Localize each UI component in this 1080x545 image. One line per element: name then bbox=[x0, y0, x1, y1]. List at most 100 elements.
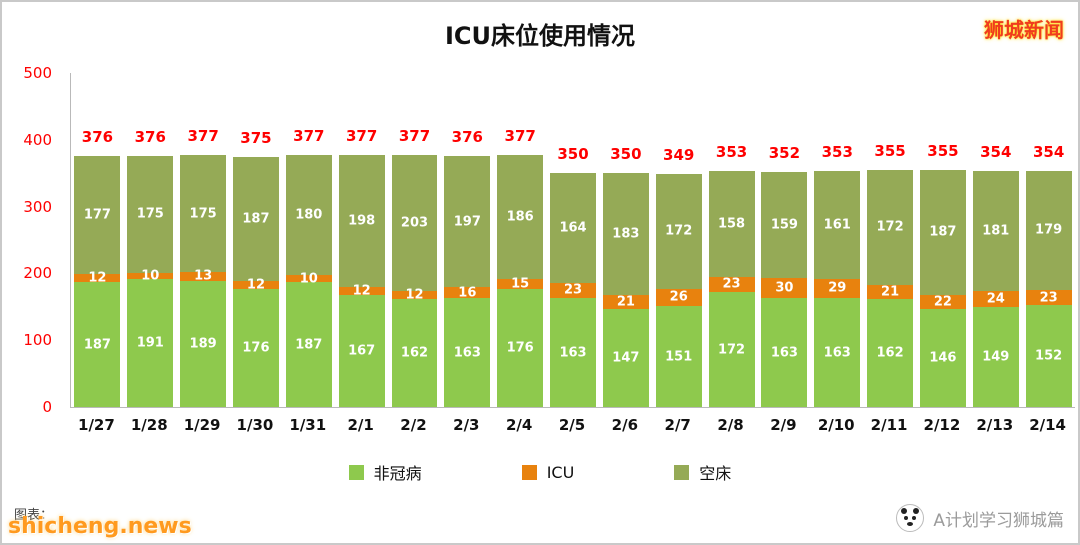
bar-column: 377 203 12 162 bbox=[388, 73, 441, 407]
segment-icu: 30 bbox=[761, 278, 808, 299]
x-axis-label: 2/9 bbox=[770, 416, 797, 434]
y-tick-label: 500 bbox=[23, 64, 52, 82]
total-label: 350 bbox=[557, 145, 589, 164]
segment-value: 21 bbox=[881, 284, 900, 300]
segment-empty-bed: 161 bbox=[814, 171, 861, 279]
segment-empty-bed: 158 bbox=[708, 171, 755, 277]
segment-empty-bed: 164 bbox=[550, 173, 596, 283]
segment-value: 146 bbox=[929, 350, 957, 366]
segment-value: 177 bbox=[83, 207, 111, 223]
segment-non-covid: 176 bbox=[232, 289, 279, 407]
total-label: 354 bbox=[1032, 142, 1065, 161]
total-label: 375 bbox=[240, 128, 272, 147]
bar-column: 377 198 12 167 bbox=[335, 73, 388, 407]
plot-area: 376 177 12 187 376 175 10 191 377 175 13 189 375 187 1… bbox=[70, 73, 1075, 408]
segment-value: 176 bbox=[506, 340, 534, 356]
segment-value: 187 bbox=[83, 337, 111, 353]
x-axis-label: 2/10 bbox=[817, 416, 855, 434]
segment-value: 23 bbox=[722, 276, 741, 292]
x-axis-label: 2/2 bbox=[400, 416, 427, 434]
legend-swatch bbox=[521, 464, 537, 480]
segment-icu: 12 bbox=[232, 278, 279, 293]
x-axis-label: 2/1 bbox=[347, 416, 374, 434]
segment-value: 151 bbox=[665, 349, 693, 365]
segment-icu: 16 bbox=[444, 285, 491, 300]
total-label: 355 bbox=[874, 141, 906, 160]
segment-value: 12 bbox=[352, 283, 371, 299]
segment-empty-bed: 203 bbox=[391, 155, 438, 291]
segment-non-covid: 147 bbox=[602, 308, 649, 407]
total-label: 376 bbox=[134, 127, 166, 146]
segment-empty-bed: 177 bbox=[74, 155, 121, 275]
panda-logo-icon bbox=[896, 504, 925, 532]
segment-value: 198 bbox=[348, 213, 376, 229]
segment-empty-bed: 187 bbox=[232, 156, 279, 282]
segment-value: 149 bbox=[982, 349, 1010, 365]
bar-column: 375 187 12 176 bbox=[230, 73, 283, 407]
bar-stack: 179 23 152 bbox=[1025, 170, 1072, 407]
segment-value: 176 bbox=[242, 340, 270, 356]
segment-value: 159 bbox=[770, 217, 798, 233]
legend: 非冠病 ICU 空床 bbox=[2, 460, 1078, 484]
y-tick-label: 300 bbox=[23, 197, 52, 216]
segment-icu: 12 bbox=[74, 271, 121, 286]
segment-non-covid: 152 bbox=[1025, 305, 1072, 407]
brand-badge: 狮城新闻 bbox=[984, 18, 1064, 42]
segment-value: 175 bbox=[189, 206, 217, 222]
segment-non-covid: 163 bbox=[444, 298, 491, 407]
segment-value: 167 bbox=[348, 343, 376, 359]
segment-value: 22 bbox=[933, 294, 952, 310]
bar-stack: 177 12 187 bbox=[74, 155, 121, 407]
segment-icu: 24 bbox=[972, 291, 1019, 308]
bar-stack: 175 13 189 bbox=[180, 155, 227, 407]
segment-value: 162 bbox=[400, 345, 429, 361]
total-label: 377 bbox=[293, 127, 325, 146]
segment-value: 10 bbox=[299, 271, 318, 287]
segment-value: 191 bbox=[136, 335, 164, 351]
segment-icu: 12 bbox=[391, 287, 438, 302]
bars-row: 376 177 12 187 376 175 10 191 377 175 13 189 375 187 1… bbox=[71, 73, 1075, 407]
segment-value: 186 bbox=[506, 209, 534, 225]
segment-empty-bed: 172 bbox=[867, 169, 914, 285]
segment-value: 163 bbox=[559, 345, 587, 361]
x-axis-label: 2/5 bbox=[558, 416, 586, 434]
segment-value: 172 bbox=[665, 223, 693, 239]
segment-icu: 13 bbox=[180, 269, 227, 284]
bar-stack: 159 30 163 bbox=[761, 171, 808, 407]
segment-non-covid: 191 bbox=[127, 279, 174, 407]
legend-swatch bbox=[348, 464, 364, 480]
segment-icu: 12 bbox=[338, 284, 385, 299]
total-label: 377 bbox=[504, 127, 536, 146]
bar-stack: 158 23 172 bbox=[708, 171, 755, 407]
bar-stack: 181 24 149 bbox=[972, 170, 1019, 407]
x-axis-label: 1/27 bbox=[78, 416, 115, 434]
segment-value: 29 bbox=[828, 280, 847, 296]
segment-value: 172 bbox=[876, 219, 904, 235]
segment-icu: 23 bbox=[1025, 290, 1072, 306]
total-label: 355 bbox=[927, 141, 959, 160]
segment-value: 30 bbox=[775, 280, 794, 296]
bar-column: 353 161 29 163 bbox=[811, 73, 864, 407]
segment-non-covid: 163 bbox=[814, 298, 861, 407]
bar-column: 354 179 23 152 bbox=[1022, 73, 1075, 407]
total-label: 377 bbox=[398, 127, 431, 146]
segment-value: 10 bbox=[141, 268, 160, 284]
bar-column: 350 164 23 163 bbox=[547, 73, 600, 407]
segment-non-covid: 162 bbox=[391, 298, 438, 407]
segment-empty-bed: 172 bbox=[655, 173, 702, 289]
legend-label: 空床 bbox=[699, 464, 732, 483]
segment-non-covid: 189 bbox=[180, 280, 227, 407]
x-axis-label: 1/30 bbox=[236, 416, 274, 434]
legend-label: ICU bbox=[546, 462, 575, 482]
segment-value: 180 bbox=[295, 207, 323, 223]
segment-value: 181 bbox=[982, 223, 1010, 239]
y-tick-label: 200 bbox=[23, 264, 52, 283]
segment-non-covid: 146 bbox=[919, 309, 966, 407]
segment-value: 203 bbox=[400, 215, 429, 231]
segment-icu: 21 bbox=[602, 294, 649, 309]
total-label: 353 bbox=[715, 143, 748, 162]
total-label: 353 bbox=[821, 143, 853, 162]
bar-stack: 161 29 163 bbox=[814, 171, 861, 407]
bar-column: 354 181 24 149 bbox=[969, 73, 1022, 407]
